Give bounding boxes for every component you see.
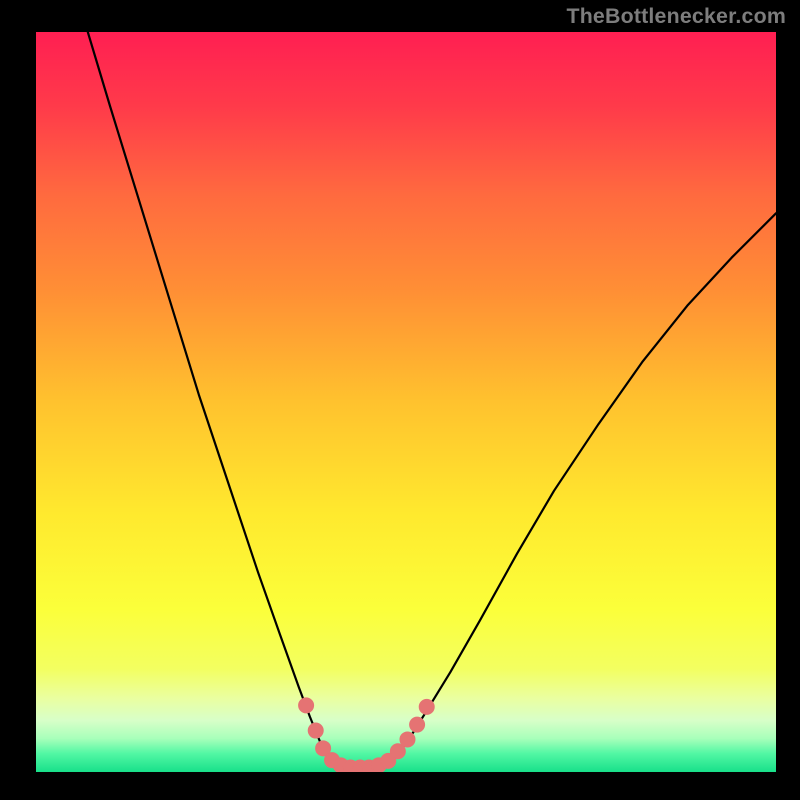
gradient-background: [36, 32, 776, 772]
marker-dot: [410, 717, 425, 732]
chart-root: TheBottlenecker.com: [0, 0, 800, 800]
plot-svg: [36, 32, 776, 772]
marker-dot: [308, 723, 323, 738]
marker-dot: [419, 699, 434, 714]
watermark-text: TheBottlenecker.com: [566, 4, 786, 29]
marker-dot: [400, 732, 415, 747]
plot-area: [36, 32, 776, 772]
marker-dot: [299, 698, 314, 713]
